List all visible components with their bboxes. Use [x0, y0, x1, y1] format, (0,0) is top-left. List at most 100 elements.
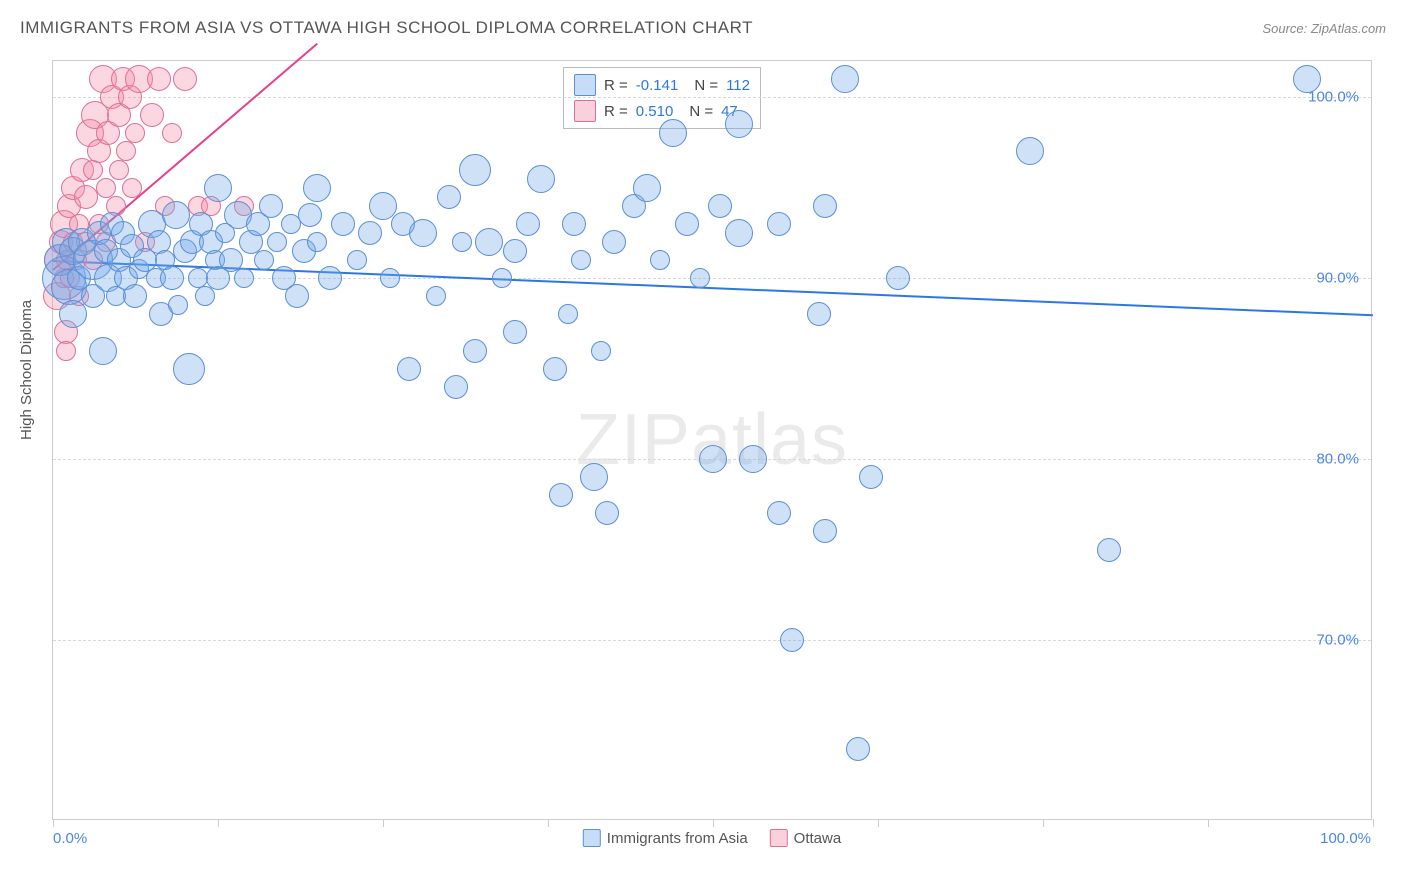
data-point-blue	[1016, 137, 1044, 165]
data-point-blue	[1293, 65, 1321, 93]
swatch-blue	[574, 74, 596, 96]
x-min-label: 0.0%	[53, 830, 87, 847]
data-point-blue	[234, 268, 254, 288]
data-point-blue	[492, 268, 512, 288]
data-point-blue	[259, 194, 283, 218]
data-point-blue	[254, 250, 274, 270]
data-point-blue	[708, 194, 732, 218]
data-point-blue	[1097, 538, 1121, 562]
swatch-pink	[770, 829, 788, 847]
y-tick-label: 100.0%	[1308, 89, 1359, 106]
data-point-blue	[397, 357, 421, 381]
data-point-pink	[122, 178, 142, 198]
x-tick	[1373, 819, 1374, 827]
data-point-blue	[123, 284, 147, 308]
y-tick-label: 70.0%	[1316, 632, 1359, 649]
data-point-blue	[859, 465, 883, 489]
y-axis-title: High School Diploma	[18, 300, 35, 440]
data-point-blue	[602, 230, 626, 254]
data-point-blue	[347, 250, 367, 270]
data-point-blue	[659, 119, 687, 147]
data-point-pink	[162, 123, 182, 143]
trend-line-blue	[53, 260, 1373, 316]
corr-row-pink: R = 0.510 N = 47	[574, 98, 750, 124]
data-point-blue	[380, 268, 400, 288]
x-tick	[53, 819, 54, 827]
data-point-blue	[437, 185, 461, 209]
data-point-blue	[767, 501, 791, 525]
data-point-pink	[96, 178, 116, 198]
data-point-blue	[807, 302, 831, 326]
data-point-blue	[162, 201, 190, 229]
x-tick	[1043, 819, 1044, 827]
data-point-blue	[675, 212, 699, 236]
data-point-blue	[543, 357, 567, 381]
data-point-blue	[725, 110, 753, 138]
data-point-blue	[452, 232, 472, 252]
n-label: N =	[694, 77, 718, 94]
data-point-blue	[739, 445, 767, 473]
data-point-blue	[813, 519, 837, 543]
data-point-blue	[886, 266, 910, 290]
r-value-pink: 0.510	[636, 103, 674, 120]
data-point-blue	[204, 174, 232, 202]
data-point-pink	[116, 141, 136, 161]
data-point-blue	[503, 239, 527, 263]
data-point-blue	[475, 228, 503, 256]
data-point-blue	[426, 286, 446, 306]
data-point-blue	[59, 300, 87, 328]
swatch-blue	[583, 829, 601, 847]
source-label: Source: ZipAtlas.com	[1262, 21, 1386, 36]
data-point-blue	[516, 212, 540, 236]
data-point-blue	[699, 445, 727, 473]
data-point-blue	[298, 203, 322, 227]
data-point-blue	[160, 266, 184, 290]
data-point-blue	[595, 501, 619, 525]
data-point-blue	[168, 295, 188, 315]
data-point-blue	[650, 250, 670, 270]
series-legend: Immigrants from Asia Ottawa	[583, 829, 841, 847]
data-point-pink	[56, 341, 76, 361]
data-point-pink	[109, 160, 129, 180]
data-point-blue	[331, 212, 355, 236]
x-tick	[713, 819, 714, 827]
n-label: N =	[689, 103, 713, 120]
data-point-blue	[549, 483, 573, 507]
x-tick	[548, 819, 549, 827]
data-point-blue	[463, 339, 487, 363]
data-point-blue	[780, 628, 804, 652]
data-point-blue	[558, 304, 578, 324]
x-tick	[218, 819, 219, 827]
data-point-blue	[813, 194, 837, 218]
legend-item-pink: Ottawa	[770, 829, 842, 847]
legend-item-blue: Immigrants from Asia	[583, 829, 748, 847]
data-point-blue	[267, 232, 287, 252]
chart-title: IMMIGRANTS FROM ASIA VS OTTAWA HIGH SCHO…	[20, 18, 753, 38]
n-value-blue: 112	[726, 77, 750, 94]
data-point-pink	[147, 67, 171, 91]
data-point-blue	[690, 268, 710, 288]
data-point-blue	[307, 232, 327, 252]
r-label: R =	[604, 77, 628, 94]
gridline	[53, 640, 1371, 641]
data-point-blue	[633, 174, 661, 202]
data-point-blue	[173, 353, 205, 385]
data-point-pink	[74, 185, 98, 209]
plot-area: ZIPatlas R = -0.141 N = 112 R = 0.510 N …	[52, 60, 1372, 820]
title-bar: IMMIGRANTS FROM ASIA VS OTTAWA HIGH SCHO…	[20, 18, 1386, 38]
data-point-blue	[527, 165, 555, 193]
r-label: R =	[604, 103, 628, 120]
data-point-blue	[767, 212, 791, 236]
swatch-pink	[574, 100, 596, 122]
data-point-blue	[562, 212, 586, 236]
legend-label-pink: Ottawa	[794, 830, 842, 847]
data-point-blue	[285, 284, 309, 308]
data-point-blue	[503, 320, 527, 344]
y-tick-label: 80.0%	[1316, 451, 1359, 468]
data-point-blue	[725, 219, 753, 247]
data-point-blue	[195, 286, 215, 306]
x-tick	[383, 819, 384, 827]
data-point-pink	[125, 123, 145, 143]
r-value-blue: -0.141	[636, 77, 679, 94]
data-point-pink	[173, 67, 197, 91]
